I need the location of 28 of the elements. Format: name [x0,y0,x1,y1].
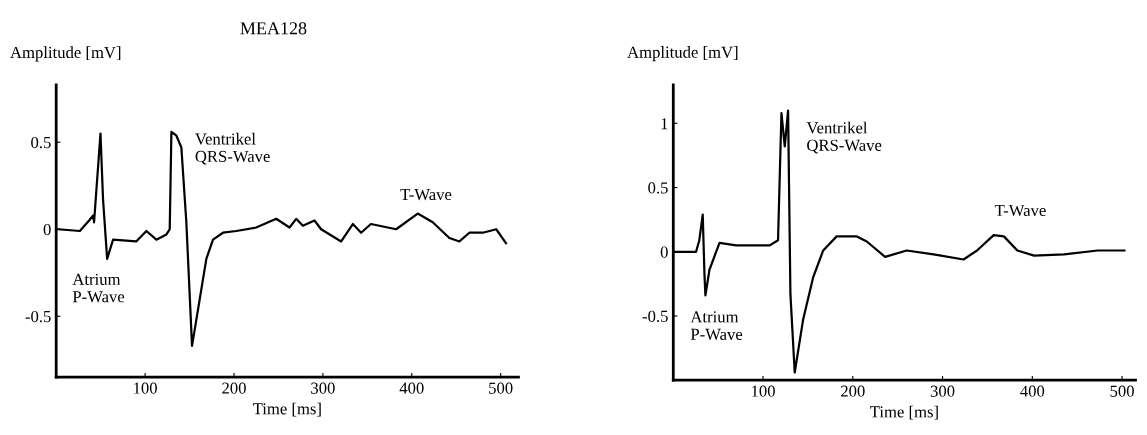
y-tick-label: 1 [661,118,668,130]
annotation: Ventrikel QRS-Wave [195,132,270,165]
x-tick-label: 200 [222,382,246,394]
x-tick-label: 500 [489,382,513,394]
x-axis-title: Time [ms] [252,402,321,417]
y-axis-title: Amplitude [mV] [10,46,121,62]
annotation: Atrium P-Wave [690,311,743,340]
chart-title: MEA128 [240,22,307,35]
x-tick-label: 400 [399,382,424,394]
y-tick-label: -0.5 [25,310,51,323]
x-tick-label: 400 [1020,385,1045,397]
x-tick-label: 300 [311,382,335,394]
x-tick-label: 100 [752,385,775,397]
y-tick-label: 0.5 [31,136,51,149]
x-tick-label: 100 [134,382,157,394]
x-tick-label: 200 [841,385,865,397]
annotation: T-Wave [994,204,1046,217]
y-axis-title: Amplitude [mV] [627,46,738,62]
y-tick-label: 0.5 [648,182,668,194]
annotation: T-Wave [400,189,452,201]
x-tick-label: 300 [930,385,955,397]
y-tick-label: 0 [43,223,51,236]
annotation: Atrium P-Wave [72,273,125,303]
y-tick-label: -0.5 [642,310,668,322]
x-tick-label: 500 [1110,385,1134,397]
y-tick-label: 0 [660,246,668,258]
annotation: Ventrikel QRS-Wave [806,121,882,154]
x-axis-title: Time [ms] [870,405,938,420]
